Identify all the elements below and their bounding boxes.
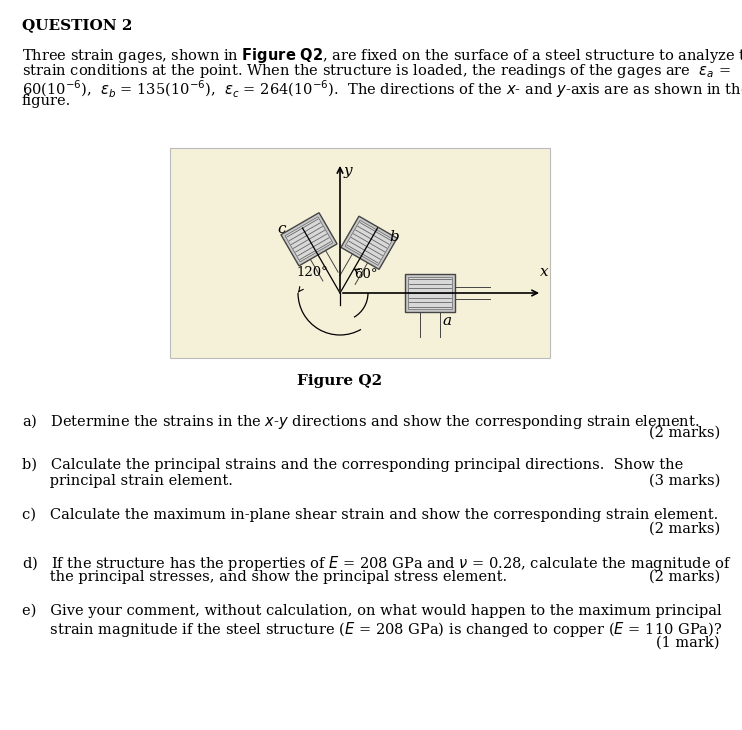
- Text: (2 marks): (2 marks): [649, 570, 720, 584]
- Text: (2 marks): (2 marks): [649, 522, 720, 536]
- Text: (3 marks): (3 marks): [649, 474, 720, 488]
- Text: (1 mark): (1 mark): [657, 636, 720, 650]
- Text: e)   Give your comment, without calculation, on what would happen to the maximum: e) Give your comment, without calculatio…: [22, 604, 722, 618]
- Text: y: y: [344, 164, 352, 178]
- Bar: [285, 217, 333, 262]
- Text: figure.: figure.: [22, 94, 71, 108]
- Text: x: x: [540, 265, 548, 279]
- Text: Three strain gages, shown in $\mathbf{Figure\ Q2}$, are fixed on the surface of : Three strain gages, shown in $\mathbf{Fi…: [22, 46, 742, 65]
- Text: b)   Calculate the principal strains and the corresponding principal directions.: b) Calculate the principal strains and t…: [22, 458, 683, 472]
- Text: b: b: [389, 230, 398, 244]
- Text: strain magnitude if the steel structure ($E$ = 208 GPa) is changed to copper ($E: strain magnitude if the steel structure …: [22, 620, 722, 639]
- Text: 60(10$^{-6}$),  $\varepsilon_b$ = 135(10$^{-6}$),  $\varepsilon_c$ = 264(10$^{-6: 60(10$^{-6}$), $\varepsilon_b$ = 135(10$…: [22, 78, 742, 100]
- Text: c)   Calculate the maximum in-plane shear strain and show the corresponding stra: c) Calculate the maximum in-plane shear …: [22, 508, 718, 523]
- Text: a: a: [442, 314, 451, 328]
- Bar: [408, 277, 452, 309]
- Bar: [281, 212, 337, 266]
- Text: d)   If the structure has the properties of $E$ = 208 GPa and $\nu$ = 0.28, calc: d) If the structure has the properties o…: [22, 554, 732, 573]
- Bar: [341, 216, 397, 269]
- Text: 120°: 120°: [296, 266, 328, 280]
- Text: Figure Q2: Figure Q2: [298, 374, 383, 388]
- Text: a)   Determine the strains in the $x$-$y$ directions and show the corresponding : a) Determine the strains in the $x$-$y$ …: [22, 412, 699, 431]
- Text: 60°: 60°: [354, 269, 378, 282]
- Bar: [405, 274, 455, 312]
- Text: QUESTION 2: QUESTION 2: [22, 18, 132, 32]
- Bar: [170, 148, 550, 358]
- Text: strain conditions at the point. When the structure is loaded, the readings of th: strain conditions at the point. When the…: [22, 62, 731, 80]
- Text: c: c: [277, 223, 286, 237]
- Text: the principal stresses, and show the principal stress element.: the principal stresses, and show the pri…: [22, 570, 507, 584]
- Text: (2 marks): (2 marks): [649, 426, 720, 440]
- Bar: [345, 220, 393, 265]
- Text: principal strain element.: principal strain element.: [22, 474, 233, 488]
